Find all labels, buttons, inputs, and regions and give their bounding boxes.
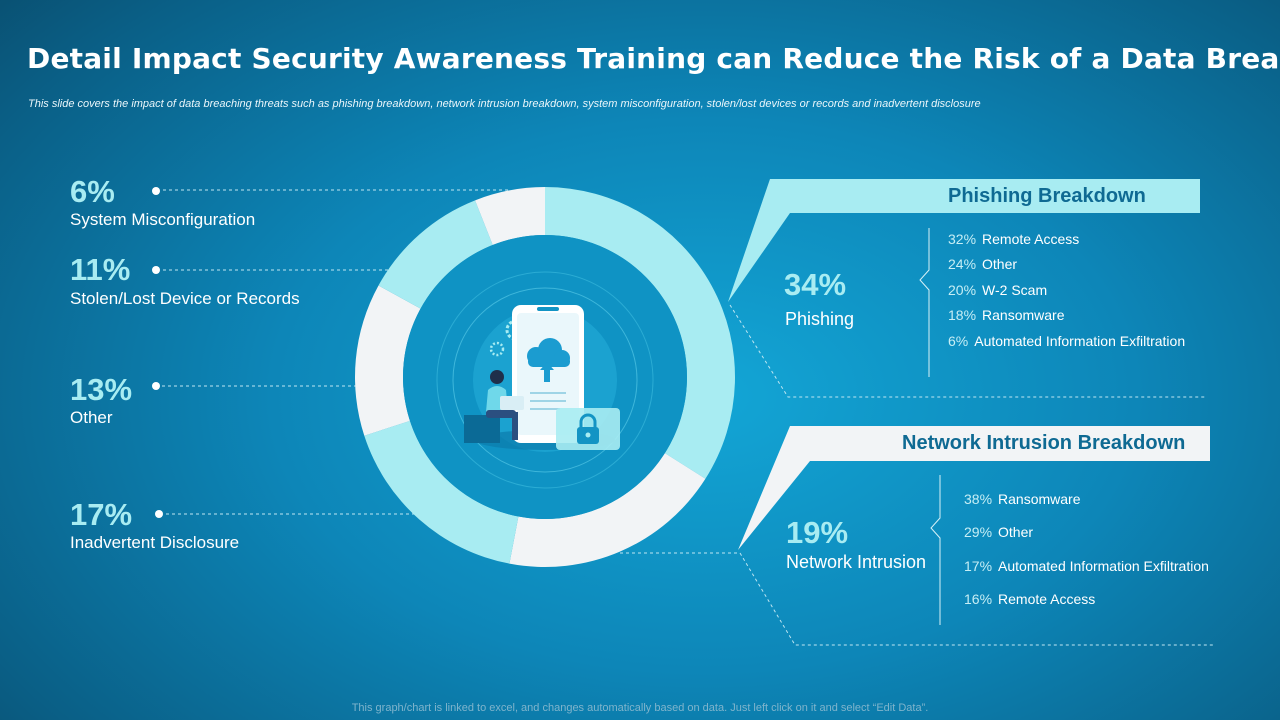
stolen-lost-label: Stolen/Lost Device or Records xyxy=(70,289,300,308)
dot-other xyxy=(152,382,160,390)
phishing-label: Phishing xyxy=(785,309,855,329)
donut-slice-system-misconfiguration xyxy=(475,187,545,245)
slide-title: Detail Impact Security Awareness Trainin… xyxy=(27,42,1280,75)
phishing-value: 34% xyxy=(784,267,847,302)
phishing-breakdown-title: Phishing Breakdown xyxy=(948,185,1146,207)
network-intrusion-value: 19% xyxy=(786,515,849,550)
left-connectors xyxy=(162,189,510,515)
network-intrusion-label: Network Intrusion xyxy=(786,552,927,572)
network-breakdown-item: 38% Ransomware xyxy=(964,491,1081,507)
donut-chart xyxy=(355,187,735,567)
inadvertent-disclosure-value: 17% xyxy=(70,497,133,532)
network-intrusion-breakdown-title: Network Intrusion Breakdown xyxy=(902,432,1186,454)
network-breakdown-item: 16% Remote Access xyxy=(964,591,1096,607)
other-label: Other xyxy=(70,408,113,427)
cloud-upload-icon xyxy=(527,338,570,382)
donut-slice-inadvertent-disclosure xyxy=(364,420,519,564)
phishing-callout-shape xyxy=(728,179,1200,302)
dot-inadvertent xyxy=(155,510,163,518)
security-cloud-phone-illustration xyxy=(436,271,654,489)
phishing-breakdown-item: 18% Ransomware xyxy=(948,307,1065,323)
footer-note: This graph/chart is linked to excel, and… xyxy=(351,702,929,714)
network-callout-shape xyxy=(738,426,1210,550)
stolen-lost-value: 11% xyxy=(70,252,131,287)
network-bracket xyxy=(930,475,941,625)
network-breakdown-item: 29% Other xyxy=(964,524,1034,540)
connector-phishing xyxy=(729,304,1205,398)
phishing-breakdown-item: 6% Automated Information Exfiltration xyxy=(948,333,1186,349)
phishing-breakdown-item: 24% Other xyxy=(948,256,1018,272)
system-misconfiguration-label: System Misconfiguration xyxy=(70,210,256,229)
breakdown-brackets xyxy=(919,228,941,625)
system-misconfiguration-value: 6% xyxy=(70,174,115,209)
person-with-laptop-icon xyxy=(464,370,524,443)
inadvertent-disclosure-label: Inadvertent Disclosure xyxy=(70,533,240,552)
phishing-bracket xyxy=(919,228,930,377)
dot-stolen-lost xyxy=(152,266,160,274)
left-connector-dots xyxy=(152,187,163,518)
dot-system-misconfiguration xyxy=(152,187,160,195)
donut-slice-network-intrusion xyxy=(509,453,706,567)
donut-slice-stolen-lost-device-or-records xyxy=(378,200,493,309)
phishing-breakdown-item: 32% Remote Access xyxy=(948,231,1080,247)
other-value: 13% xyxy=(70,372,133,407)
right-connectors xyxy=(620,304,1215,646)
network-breakdown-item: 17% Automated Information Exfiltration xyxy=(964,558,1209,574)
donut-slice-phishing xyxy=(545,187,735,479)
phishing-breakdown-item: 20% W-2 Scam xyxy=(948,282,1048,298)
donut-slice-other xyxy=(355,285,421,436)
slide-subtitle: This slide covers the impact of data bre… xyxy=(28,98,981,110)
lock-icon xyxy=(556,408,620,450)
